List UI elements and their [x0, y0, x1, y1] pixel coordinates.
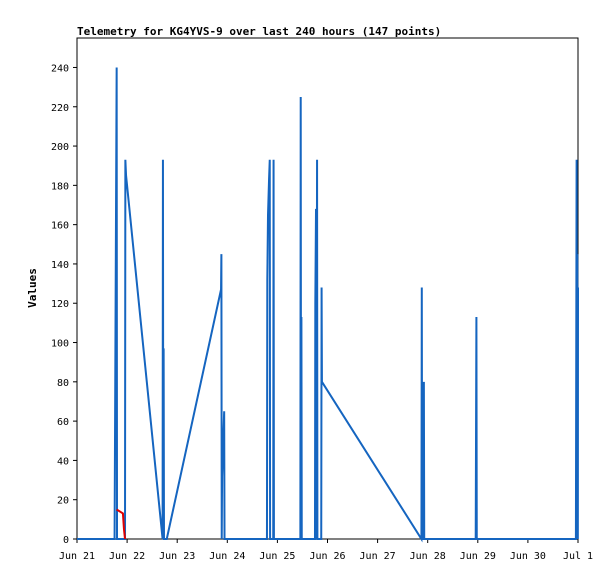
- y-tick-label: 240: [51, 63, 69, 74]
- y-tick-label: 200: [51, 142, 69, 153]
- y-tick-label: 140: [51, 260, 69, 271]
- x-tick-label: Jun 25: [259, 551, 295, 562]
- y-tick-label: 20: [57, 496, 69, 507]
- x-tick-label: Jun 21: [59, 551, 95, 562]
- series-layer: [77, 67, 579, 543]
- y-tick-label: 60: [57, 417, 69, 428]
- y-tick-label: 80: [57, 378, 69, 389]
- series-line-2: [116, 508, 127, 540]
- y-tick-label: 160: [51, 221, 69, 232]
- y-tick-label: 40: [57, 456, 69, 467]
- y-axis: 0 20 40 60 80 100 120 140 160 180 200 220 240: [51, 63, 77, 546]
- y-tick-label: 180: [51, 181, 69, 192]
- x-tick-label: Jun 28: [410, 551, 446, 562]
- y-axis-label: Values: [26, 268, 39, 308]
- x-tick-label: Jul 1: [563, 551, 593, 562]
- x-tick-label: Jun 30: [510, 551, 546, 562]
- plot-area: [76, 37, 579, 540]
- x-tick-label: Jun 23: [159, 551, 195, 562]
- y-tick-label: 100: [51, 339, 69, 350]
- x-tick-label: Jun 26: [309, 551, 345, 562]
- x-tick-label: Jun 24: [209, 551, 245, 562]
- y-tick-label: 0: [63, 535, 69, 546]
- x-tick-label: Jun 27: [360, 551, 396, 562]
- x-axis: Jun 21 Jun 22 Jun 23 Jun 24 Jun 25 Jun 26 Jun …: [59, 539, 593, 562]
- series-line-1: [77, 67, 579, 543]
- x-tick-label: Jun 29: [460, 551, 496, 562]
- x-tick-label: Jun 22: [109, 551, 145, 562]
- chart-title: Telemetry for KG4YVS-9 over last 240 hou…: [77, 25, 441, 38]
- y-tick-label: 120: [51, 299, 69, 310]
- y-tick-label: 220: [51, 103, 69, 114]
